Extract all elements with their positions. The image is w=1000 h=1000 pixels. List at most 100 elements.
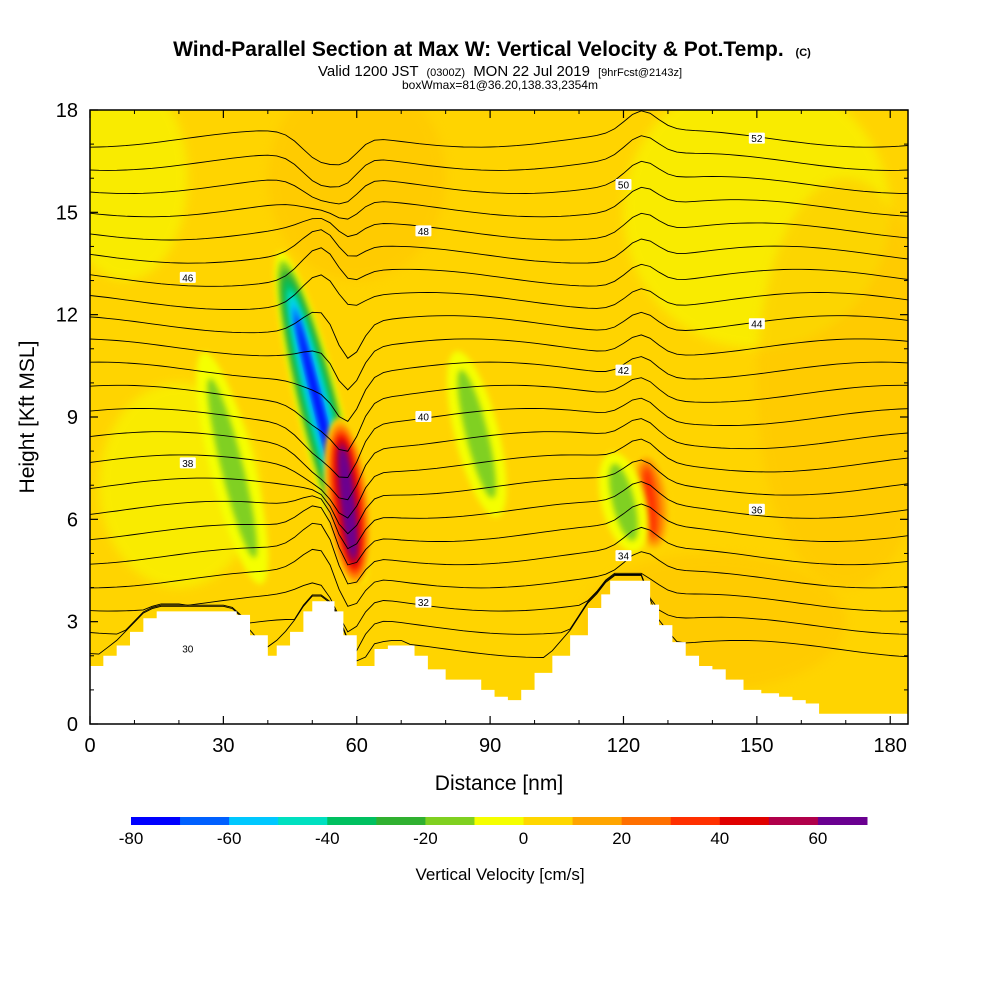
vertical-velocity-field	[90, 110, 908, 690]
contour-label: 34	[618, 552, 630, 563]
field-patch	[90, 110, 188, 281]
field-patch	[756, 178, 908, 588]
contour-label: 46	[182, 273, 194, 284]
colorbar-tick-label: 40	[710, 829, 729, 848]
theta-contour-line	[90, 229, 908, 264]
colorbar-segment	[229, 817, 279, 825]
y-tick-label: 12	[56, 305, 78, 327]
theta-contour-line	[90, 438, 908, 519]
x-axis-label: Distance [nm]	[435, 772, 563, 795]
colorbar-tick-label: -40	[315, 829, 340, 848]
chart-title-text: Wind-Parallel Section at Max W: Vertical…	[173, 38, 784, 61]
theta-contour-line	[90, 135, 908, 188]
y-tick-label: 3	[67, 612, 78, 634]
field-patch	[267, 110, 446, 281]
y-tick-label: 9	[67, 407, 78, 429]
chart-title: Wind-Parallel Section at Max W: Vertical…	[173, 38, 811, 61]
downdraft-level	[457, 369, 496, 499]
colorbar-segment	[131, 817, 181, 825]
subtitle-part-utc: (0300Z)	[426, 67, 465, 79]
x-tick-label: 30	[212, 735, 234, 757]
y-tick-label: 6	[67, 509, 78, 531]
contour-label-bg	[615, 179, 632, 191]
x-tick-label: 90	[479, 735, 501, 757]
potential-temperature-contours	[90, 110, 908, 662]
x-axis: 0 30 60 90 120 150 180	[84, 110, 907, 757]
colorbar-tick-label: -60	[217, 829, 242, 848]
contour-label-bg	[179, 457, 196, 469]
colorbar-tick-label: -80	[119, 829, 144, 848]
theta-contour-line	[90, 575, 908, 662]
contour-label-bg	[748, 318, 765, 330]
theta-contour-line	[90, 481, 908, 550]
colorbar-tick-label: 0	[519, 829, 528, 848]
theta-contour-line	[90, 334, 908, 391]
theta-contour-line	[90, 503, 908, 566]
downdraft-feature	[598, 452, 649, 553]
colorbar-tick-label: -20	[413, 829, 438, 848]
theta-contour-line	[90, 186, 908, 220]
chart-title-mark: (C)	[796, 47, 812, 59]
contour-label-bg	[615, 364, 632, 376]
colorbar-segment	[621, 817, 672, 825]
theta-contour-line	[90, 572, 908, 633]
theta-contour-line	[90, 522, 908, 585]
contour-label: 50	[618, 181, 630, 192]
x-tick-label: 150	[740, 735, 773, 757]
colorbar-tick-label: 20	[612, 829, 631, 848]
subtitle-part-valid: Valid 1200 JST	[318, 63, 418, 80]
downdraft-feature	[447, 351, 507, 517]
y-axis-label: Height [Kft MSL]	[16, 341, 39, 494]
plot-area: 30 32 34 36 38 40 42 44 46 48 50 52	[90, 110, 908, 724]
contour-label-bg	[748, 503, 765, 515]
y-tick-label: 15	[56, 202, 78, 224]
colorbar-segment	[768, 817, 819, 825]
contour-label: 38	[182, 459, 194, 470]
theta-contour-line	[90, 212, 908, 241]
theta-contour-line	[90, 356, 908, 422]
y-tick-label: 0	[67, 714, 78, 736]
contour-label-bg	[179, 271, 196, 283]
contour-label-bg	[748, 132, 765, 144]
contour-label: 48	[418, 227, 430, 238]
theta-contour-line	[90, 160, 908, 205]
updraft-level	[643, 468, 657, 536]
colorbar-tick-label: 60	[808, 829, 827, 848]
chart-subtitle: Valid 1200 JST (0300Z) MON 22 Jul 2019 […	[318, 63, 682, 80]
colorbar-segment	[425, 817, 475, 825]
colorbar-segment	[572, 817, 623, 825]
colorbar-segment	[180, 817, 230, 825]
colorbar-segment	[376, 817, 426, 825]
colorbar-segment	[474, 817, 525, 825]
potential-temperature-labels: 30 32 34 36 38 40 42 44 46 48 50 52	[179, 132, 765, 655]
theta-contour-line	[90, 311, 908, 359]
x-tick-label: 0	[84, 735, 95, 757]
downdraft-feature	[196, 352, 269, 585]
downdraft-level	[207, 378, 258, 558]
colorbar-segment	[278, 817, 328, 825]
x-tick-label: 60	[346, 735, 368, 757]
colorbar-segment	[670, 817, 721, 825]
downdraft-level	[609, 463, 638, 541]
x-tick-label: 180	[874, 735, 907, 757]
contour-label: 36	[751, 505, 763, 516]
terrain-mask	[90, 580, 908, 724]
subtitle-part-forecast: [9hrFcst@2143z]	[598, 67, 682, 79]
contour-label: 52	[751, 134, 763, 145]
contour-label-bg	[615, 550, 632, 562]
updraft-level	[341, 450, 355, 554]
contour-label-bg	[415, 411, 432, 422]
contour-label-bg	[415, 225, 432, 237]
theta-contour-line	[90, 274, 908, 310]
contour-label: 40	[418, 413, 430, 424]
theta-contour-line	[90, 574, 908, 652]
colorbar-segment	[327, 817, 377, 825]
colorbar-segment	[523, 817, 574, 825]
contour-label: 30	[182, 644, 194, 655]
subtitle-part-date: MON 22 Jul 2019	[473, 63, 590, 80]
contour-label: 42	[618, 366, 630, 377]
colorbar-label: Vertical Velocity [cm/s]	[415, 865, 584, 884]
theta-contour-line	[90, 548, 908, 607]
